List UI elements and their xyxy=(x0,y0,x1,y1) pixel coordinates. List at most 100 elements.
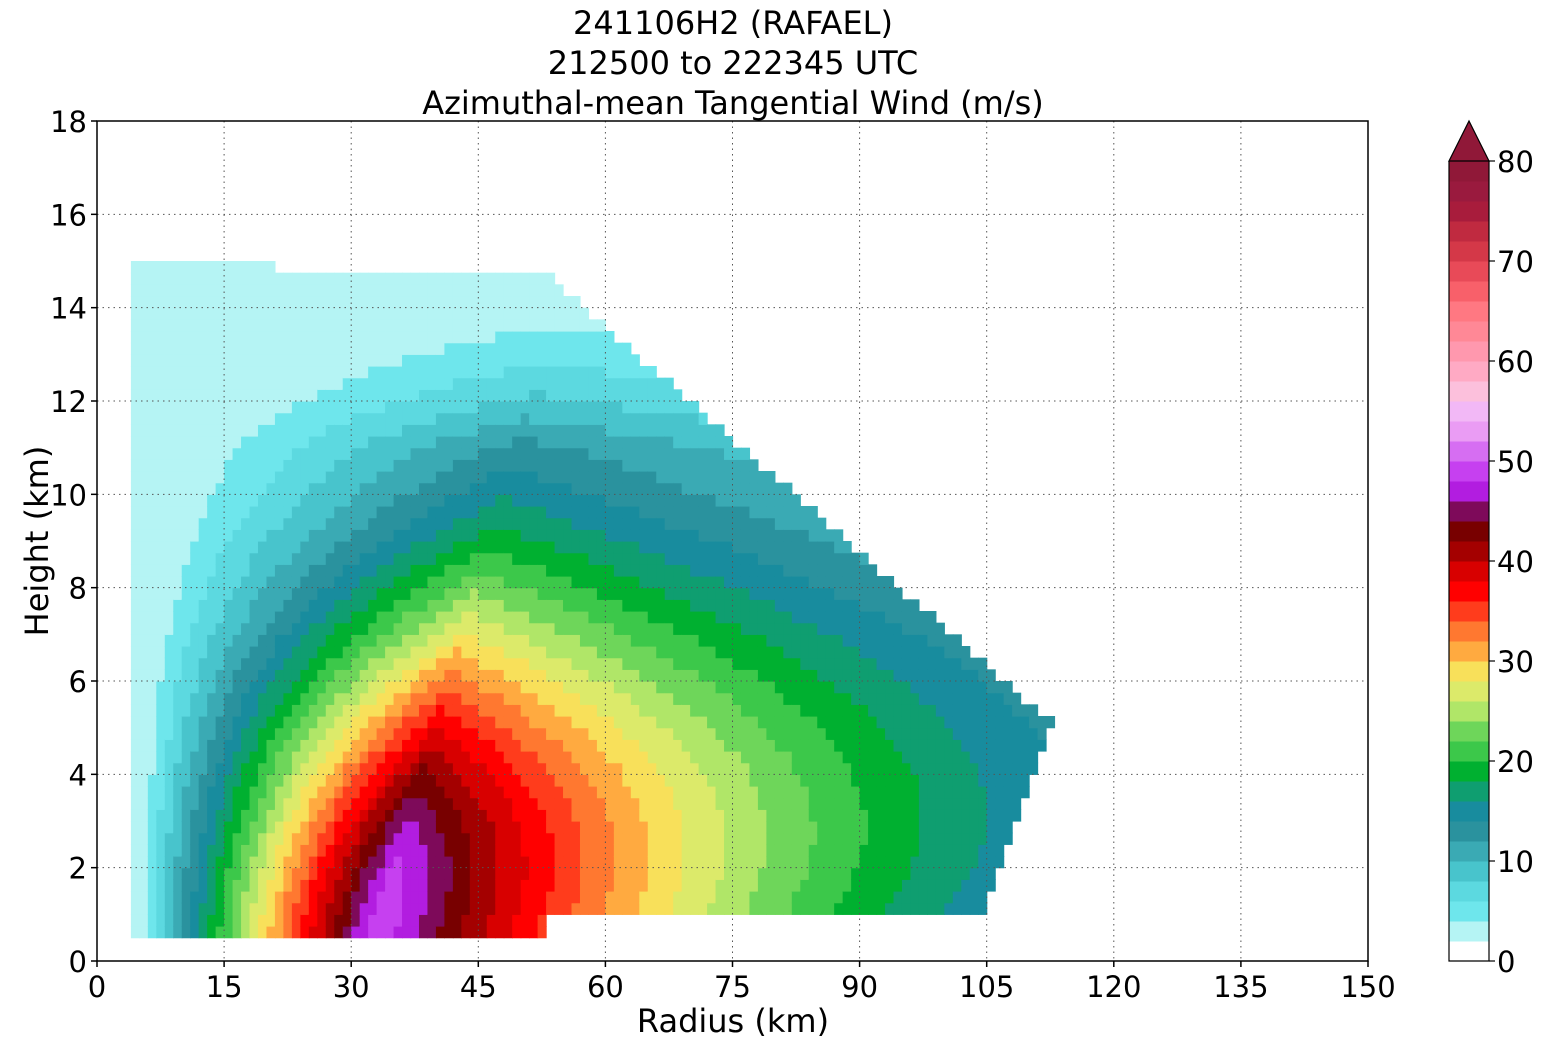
wind-cell xyxy=(181,622,191,635)
wind-cell xyxy=(978,681,988,694)
wind-cell xyxy=(139,331,149,344)
wind-cell xyxy=(435,377,445,390)
wind-cell xyxy=(520,704,530,717)
wind-cell xyxy=(969,809,979,822)
wind-cell xyxy=(139,611,149,624)
wind-cell xyxy=(190,354,200,367)
wind-cell xyxy=(325,681,335,694)
wind-cell xyxy=(740,762,751,775)
wind-cell xyxy=(274,716,285,729)
wind-cell xyxy=(690,576,700,589)
wind-cell xyxy=(673,517,683,530)
wind-cell xyxy=(757,774,767,787)
wind-cell xyxy=(834,774,844,787)
wind-cell xyxy=(402,774,412,787)
wind-cell xyxy=(274,366,285,379)
wind-cell xyxy=(427,716,437,729)
wind-cell xyxy=(334,331,344,344)
wind-cell xyxy=(427,296,437,309)
wind-cell xyxy=(732,902,742,915)
wind-cell xyxy=(317,739,327,752)
wind-cell xyxy=(961,879,971,892)
wind-cell xyxy=(995,704,1005,717)
wind-cell xyxy=(207,856,217,869)
wind-cell xyxy=(520,576,530,589)
wind-cell xyxy=(613,786,623,799)
wind-cell xyxy=(385,319,395,332)
colorbar-segment xyxy=(1449,661,1489,682)
wind-cell xyxy=(469,587,479,600)
wind-cell xyxy=(359,751,369,764)
wind-cell xyxy=(935,809,945,822)
wind-cell xyxy=(647,576,657,589)
wind-cell xyxy=(130,856,140,869)
wind-cell xyxy=(435,797,445,810)
wind-cell xyxy=(1020,751,1030,764)
wind-cell xyxy=(452,447,462,460)
wind-cell xyxy=(690,482,700,495)
wind-cell xyxy=(257,296,268,309)
wind-cell xyxy=(766,482,776,495)
wind-cell xyxy=(444,552,454,565)
wind-cell xyxy=(359,622,369,635)
wind-cell xyxy=(410,832,420,845)
wind-cell xyxy=(325,529,335,542)
wind-cell xyxy=(478,401,488,414)
wind-cell xyxy=(918,692,928,705)
wind-cell xyxy=(698,786,708,799)
wind-cell xyxy=(1012,692,1022,705)
wind-cell xyxy=(681,657,691,670)
wind-cell xyxy=(868,681,878,694)
wind-cell xyxy=(876,716,886,729)
wind-cell xyxy=(164,821,174,834)
wind-cell xyxy=(452,284,462,297)
wind-cell xyxy=(944,809,954,822)
wind-cell xyxy=(622,424,632,437)
wind-cell xyxy=(673,424,683,437)
wind-cell xyxy=(622,774,632,787)
wind-cell xyxy=(198,354,208,367)
wind-cell xyxy=(893,832,903,845)
wind-cell xyxy=(147,844,157,857)
wind-cell xyxy=(249,482,259,495)
wind-cell xyxy=(410,401,420,414)
wind-cell xyxy=(334,564,344,577)
wind-cell xyxy=(283,366,293,379)
wind-cell xyxy=(834,786,844,799)
wind-cell xyxy=(571,844,581,857)
wind-cell xyxy=(359,704,369,717)
wind-cell xyxy=(291,319,301,332)
wind-cell xyxy=(427,494,437,507)
wind-cell xyxy=(291,506,301,519)
wind-cell xyxy=(308,821,318,834)
wind-cell xyxy=(885,669,895,682)
wind-cell xyxy=(749,657,759,670)
wind-cell xyxy=(724,832,734,845)
wind-cell xyxy=(724,821,734,834)
wind-cell xyxy=(749,517,759,530)
wind-cell xyxy=(334,284,344,297)
wind-cell xyxy=(698,832,708,845)
wind-cell xyxy=(808,867,818,880)
wind-cell xyxy=(486,459,496,472)
wind-cell xyxy=(215,424,225,437)
wind-cell xyxy=(596,681,606,694)
wind-cell xyxy=(461,552,471,565)
wind-cell xyxy=(410,926,420,939)
wind-cell xyxy=(232,389,242,402)
wind-cell xyxy=(647,762,657,775)
wind-cell xyxy=(579,389,590,402)
wind-cell xyxy=(452,331,462,344)
wind-cell xyxy=(961,669,971,682)
wind-cell xyxy=(368,669,378,682)
wind-cell xyxy=(139,879,149,892)
wind-cell xyxy=(427,552,437,565)
wind-cell xyxy=(579,669,590,682)
wind-cell xyxy=(571,821,581,834)
wind-cell xyxy=(452,366,462,379)
wind-cell xyxy=(147,622,157,635)
wind-cell xyxy=(486,564,496,577)
wind-cell xyxy=(656,797,666,810)
wind-cell xyxy=(630,681,640,694)
wind-cell xyxy=(800,634,810,647)
